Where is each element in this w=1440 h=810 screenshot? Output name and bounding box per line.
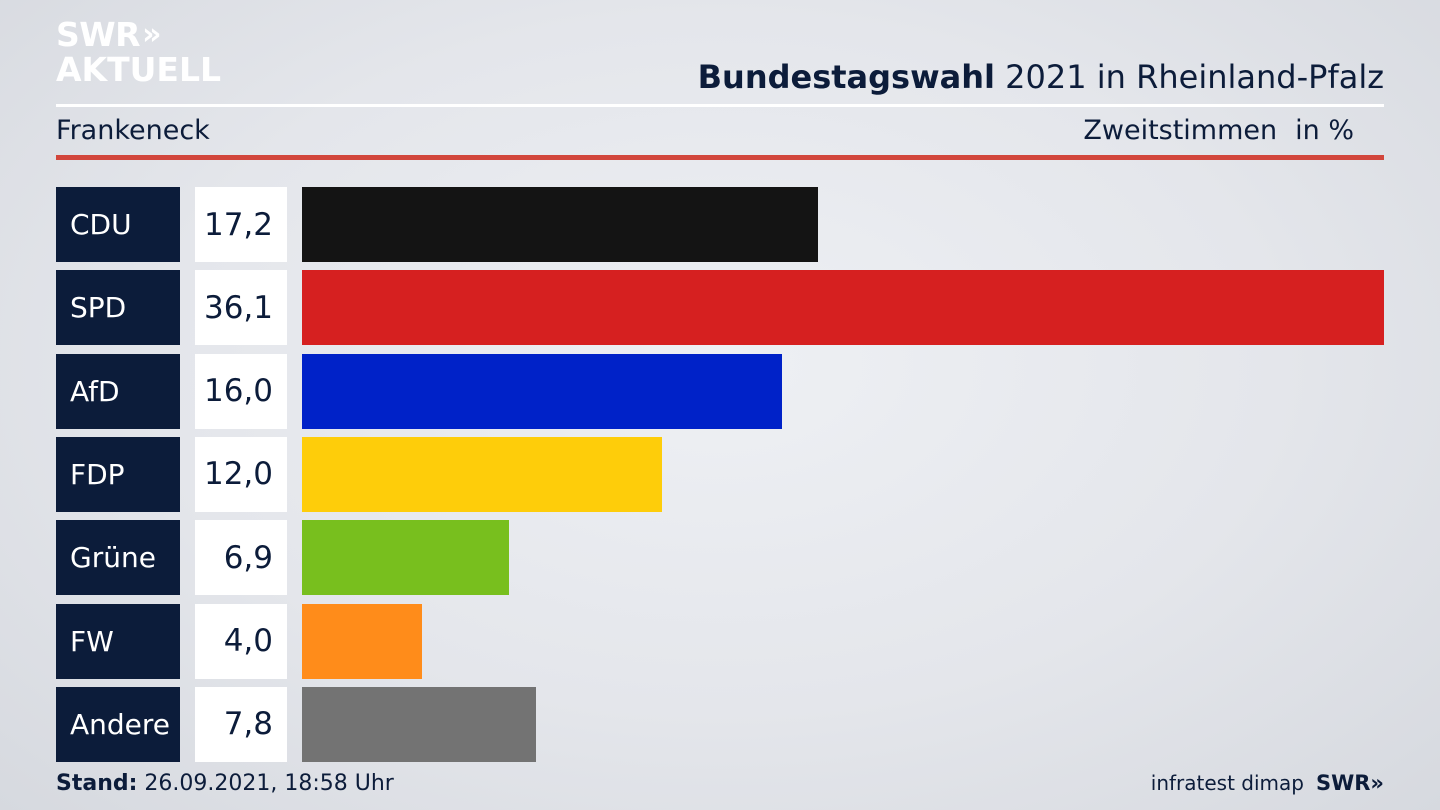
source-name: infratest dimap bbox=[1150, 771, 1304, 795]
bar bbox=[302, 436, 662, 512]
logo-chevron-icon: » bbox=[142, 17, 162, 52]
source-credits: infratest dimap SWR» bbox=[1151, 771, 1384, 795]
metric-name: Zweitstimmen bbox=[1083, 115, 1278, 146]
bar bbox=[302, 686, 536, 762]
timestamp-label: Stand: bbox=[56, 771, 138, 796]
value-label: 7,8 bbox=[195, 686, 287, 762]
region-name: Frankeneck bbox=[56, 115, 210, 146]
bar bbox=[302, 520, 509, 596]
party-label: Grüne bbox=[56, 520, 180, 596]
bar bbox=[302, 603, 422, 679]
party-label: FDP bbox=[56, 436, 180, 512]
party-label: AfD bbox=[56, 353, 180, 429]
chart-title-rest: 2021 in Rheinland-Pfalz bbox=[1005, 58, 1384, 96]
party-label: CDU bbox=[56, 187, 180, 262]
accent-divider bbox=[56, 155, 1384, 160]
bar bbox=[302, 187, 818, 262]
chart-title: Bundestagswahl 2021 in Rheinland-Pfalz bbox=[698, 58, 1384, 96]
metric-label: Zweitstimmen in % bbox=[1083, 115, 1354, 146]
value-label: 6,9 bbox=[195, 520, 287, 596]
header-divider bbox=[56, 104, 1384, 107]
party-label: Andere bbox=[56, 686, 180, 762]
metric-unit: in % bbox=[1295, 115, 1354, 146]
logo-aktuell-text: AKTUELL bbox=[56, 50, 222, 89]
value-label: 17,2 bbox=[195, 187, 287, 262]
swr-brand-logo: SWR» bbox=[1315, 771, 1384, 795]
chart-title-bold: Bundestagswahl bbox=[697, 58, 995, 96]
logo-swr-text: SWR bbox=[56, 15, 141, 54]
bar bbox=[302, 270, 1384, 346]
timestamp-value: 26.09.2021, 18:58 Uhr bbox=[144, 771, 394, 796]
timestamp: Stand: 26.09.2021, 18:58 Uhr bbox=[56, 771, 394, 796]
value-label: 36,1 bbox=[195, 270, 287, 346]
party-label: SPD bbox=[56, 270, 180, 346]
bar bbox=[302, 353, 782, 429]
value-label: 4,0 bbox=[195, 603, 287, 679]
value-label: 16,0 bbox=[195, 353, 287, 429]
party-label: FW bbox=[56, 603, 180, 679]
swr-aktuell-logo: SWR » AKTUELL bbox=[56, 18, 221, 88]
value-label: 12,0 bbox=[195, 436, 287, 512]
